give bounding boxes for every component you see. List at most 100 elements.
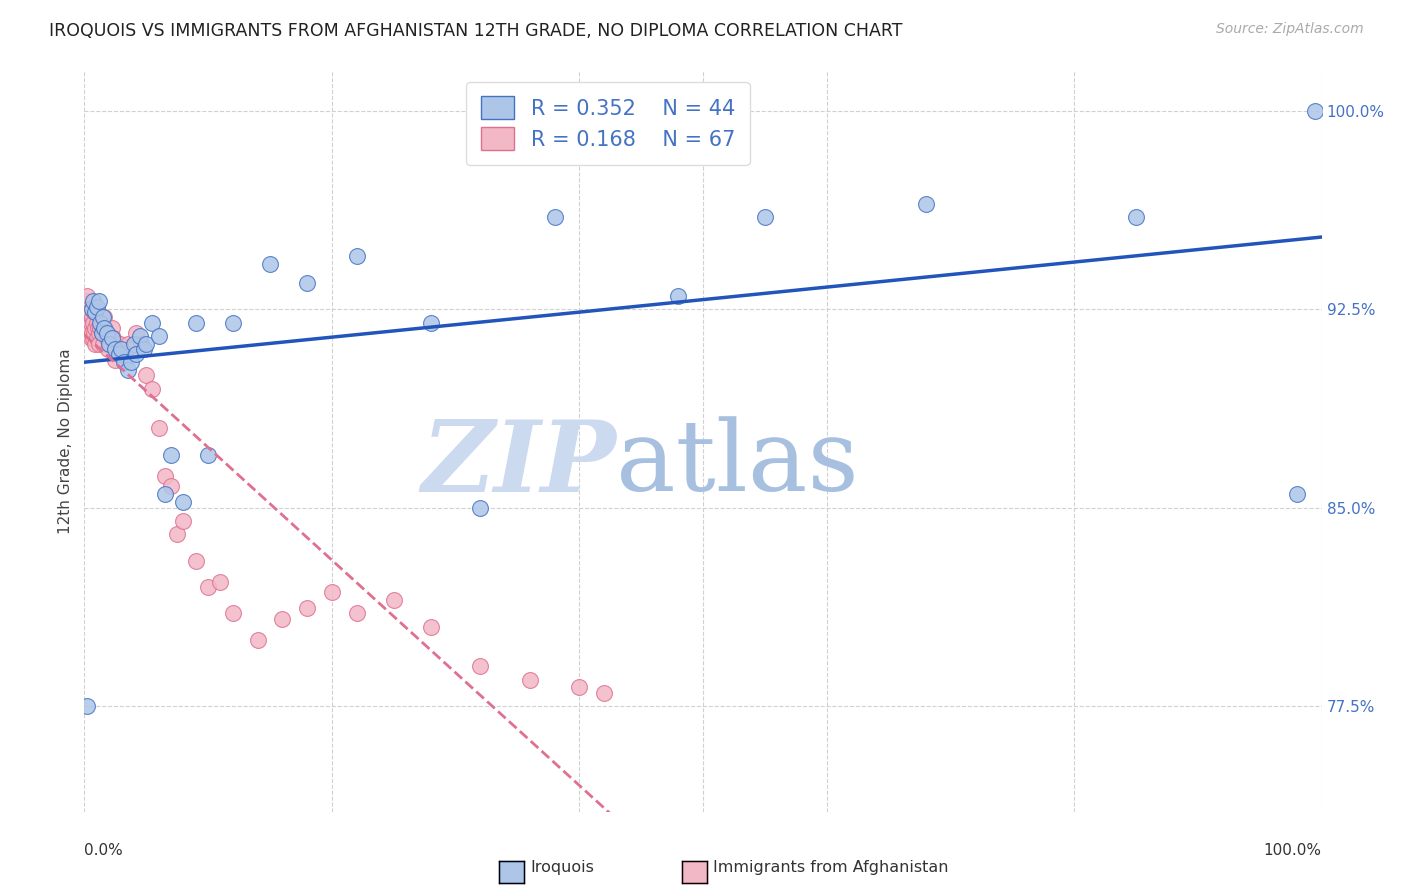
Point [84, 305, 107, 319]
Point [86, 316, 108, 330]
Point [89, 336, 111, 351]
Point [94, 321, 117, 335]
Point [209, 574, 232, 589]
Point [110, 336, 132, 351]
Point [112, 355, 135, 369]
Point [141, 316, 163, 330]
Point [271, 612, 294, 626]
Text: atlas: atlas [616, 416, 859, 512]
Point [104, 352, 127, 367]
Point [568, 681, 591, 695]
Point [246, 632, 269, 647]
Point [160, 448, 183, 462]
Point [83, 326, 105, 340]
Point [84, 336, 107, 351]
Point [93, 321, 115, 335]
Text: ZIP: ZIP [422, 416, 616, 512]
Point [100, 321, 122, 335]
Point [89, 326, 111, 340]
Point [914, 196, 936, 211]
Point [120, 355, 142, 369]
Point [543, 210, 565, 224]
Point [87, 321, 110, 335]
Point [129, 336, 152, 351]
Point [593, 686, 616, 700]
Point [160, 479, 183, 493]
Point [82, 294, 104, 309]
Point [98, 336, 121, 351]
Point [90, 316, 112, 330]
Point [346, 607, 368, 621]
Point [77, 302, 100, 317]
Y-axis label: 12th Grade, No Diploma: 12th Grade, No Diploma [58, 349, 73, 534]
Point [96, 326, 118, 340]
Point [101, 331, 124, 345]
Point [172, 495, 194, 509]
Point [129, 328, 152, 343]
Point [86, 331, 108, 345]
Point [107, 342, 129, 356]
Point [470, 659, 492, 673]
Point [79, 305, 101, 319]
Text: 0.0%: 0.0% [84, 844, 124, 858]
Point [89, 316, 111, 330]
Point [153, 487, 176, 501]
Text: Source: ZipAtlas.com: Source: ZipAtlas.com [1216, 22, 1364, 37]
Point [89, 321, 111, 335]
Point [110, 342, 132, 356]
Point [80, 326, 103, 340]
Point [419, 316, 441, 330]
Point [86, 300, 108, 314]
Point [90, 326, 112, 340]
Point [112, 347, 135, 361]
Point [76, 698, 98, 713]
Point [148, 328, 170, 343]
Text: 100.0%: 100.0% [1264, 844, 1322, 858]
Point [148, 421, 170, 435]
Point [82, 316, 104, 330]
Point [75, 294, 97, 309]
Point [197, 580, 219, 594]
Point [222, 316, 245, 330]
Point [470, 500, 492, 515]
Point [97, 342, 120, 356]
Point [666, 289, 689, 303]
Point [87, 305, 110, 319]
Point [117, 336, 139, 351]
Point [100, 331, 122, 345]
Point [197, 448, 219, 462]
Point [153, 469, 176, 483]
Point [76, 289, 98, 303]
Point [1125, 210, 1147, 224]
Point [120, 342, 142, 356]
Point [166, 527, 188, 541]
Point [125, 347, 148, 361]
Point [93, 310, 115, 325]
Point [135, 336, 157, 351]
Point [295, 276, 318, 290]
Point [184, 553, 207, 567]
Point [519, 673, 541, 687]
Point [82, 331, 104, 345]
Point [90, 326, 112, 340]
Point [1305, 103, 1327, 118]
Point [295, 601, 318, 615]
Point [98, 328, 121, 343]
Point [93, 326, 115, 340]
Point [89, 294, 111, 309]
Point [96, 331, 118, 345]
Point [80, 302, 103, 317]
Point [141, 382, 163, 396]
Point [259, 257, 281, 271]
Point [125, 326, 148, 340]
Point [91, 321, 114, 335]
Text: Iroquois: Iroquois [530, 860, 593, 874]
Point [122, 336, 145, 351]
Point [79, 331, 101, 345]
Point [135, 368, 157, 383]
Point [104, 342, 127, 356]
Point [79, 321, 101, 335]
Point [117, 363, 139, 377]
Point [346, 250, 368, 264]
Point [77, 326, 100, 340]
